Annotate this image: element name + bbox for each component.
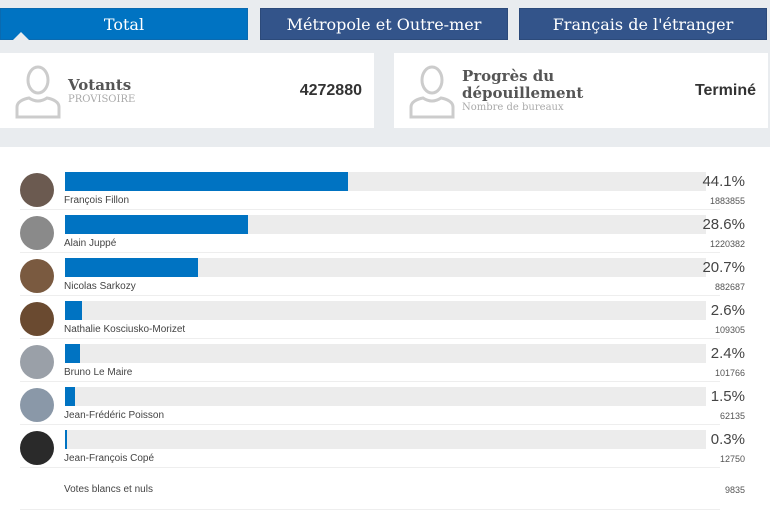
result-bar-fill (65, 344, 81, 363)
candidate-percent: 44.1% (702, 173, 745, 190)
candidate-row: Jean-Frédéric Poisson 1.5% 62135 (20, 382, 745, 425)
candidate-row: Alain Juppé 28.6% 1220382 (20, 210, 745, 253)
candidate-percent: 28.6% (702, 216, 745, 233)
candidate-votes: 882687 (714, 282, 745, 292)
result-bar-track (65, 430, 706, 449)
candidate-row: Nicolas Sarkozy 20.7% 882687 (20, 253, 745, 296)
candidate-avatar (20, 216, 54, 250)
candidate-votes: 109305 (714, 325, 745, 335)
candidate-votes: 62135 (719, 411, 745, 421)
progres-value: Terminé (694, 81, 756, 99)
result-bar-track (65, 301, 706, 320)
candidate-votes: 1220382 (709, 239, 745, 249)
candidate-row: Jean-François Copé 0.3% 12750 (20, 425, 745, 468)
result-bar-fill (65, 430, 67, 449)
candidate-row: Bruno Le Maire 2.4% 101766 (20, 339, 745, 382)
person-icon (15, 65, 61, 118)
candidate-percent: 2.4% (710, 345, 745, 362)
candidate-name: François Fillon (64, 195, 130, 206)
results-panel: François Fillon 44.1% 1883855 Alain Jupp… (0, 147, 770, 525)
votants-sub: PROVISOIRE (68, 93, 136, 105)
candidate-name: Bruno Le Maire (64, 367, 133, 378)
candidate-avatar (20, 302, 54, 336)
candidate-name: Jean-Frédéric Poisson (64, 410, 165, 421)
candidate-row: François Fillon 44.1% 1883855 (20, 167, 745, 210)
candidate-votes: 1883855 (709, 196, 745, 206)
tab-metropole[interactable]: Métropole et Outre-mer (260, 8, 508, 40)
candidate-avatar (20, 173, 54, 207)
candidate-percent: 2.6% (710, 302, 745, 319)
candidate-percent: 1.5% (710, 388, 745, 405)
tab-etranger[interactable]: Français de l'étranger (519, 8, 767, 40)
blancs-row: Votes blancs et nuls 9835 (20, 472, 745, 510)
candidate-percent: 0.3% (710, 431, 745, 448)
result-bar-track (65, 215, 706, 234)
candidate-name: Alain Juppé (64, 238, 117, 249)
candidate-avatar (20, 431, 54, 465)
person-icon (409, 65, 455, 118)
progres-card: Progrès du dépouillement Nombre de bureau… (394, 53, 768, 128)
candidate-percent: 20.7% (702, 259, 745, 276)
progres-sub: Nombre de bureaux (462, 102, 564, 113)
votants-title: Votants (68, 75, 132, 94)
votants-card: Votants PROVISOIRE 4272880 (0, 53, 374, 128)
candidate-name: Jean-François Copé (64, 453, 155, 464)
candidate-avatar (20, 259, 54, 293)
progres-title: Progrès du dépouillement (462, 67, 584, 102)
result-bar-fill (65, 258, 198, 277)
blancs-label: Votes blancs et nuls (64, 484, 153, 495)
candidate-avatar (20, 388, 54, 422)
candidate-row: Nathalie Kosciusko-Morizet 2.6% 109305 (20, 296, 745, 339)
result-bar-track (65, 387, 706, 406)
result-bar-fill (65, 301, 82, 320)
result-bar-fill (65, 387, 75, 406)
tabs: Total Métropole et Outre-mer Français de… (0, 8, 770, 40)
tab-total[interactable]: Total (0, 8, 248, 40)
candidate-votes: 101766 (714, 368, 745, 378)
result-bar-track (65, 258, 706, 277)
result-bar-track (65, 172, 706, 191)
candidate-avatar (20, 345, 54, 379)
result-bar-fill (65, 172, 348, 191)
votants-value: 4272880 (299, 81, 362, 99)
result-bar-fill (65, 215, 249, 234)
blancs-value: 9835 (724, 485, 745, 495)
candidate-votes: 12750 (719, 454, 745, 464)
candidate-name: Nathalie Kosciusko-Morizet (64, 324, 186, 335)
result-bar-track (65, 344, 706, 363)
candidate-name: Nicolas Sarkozy (64, 281, 136, 292)
